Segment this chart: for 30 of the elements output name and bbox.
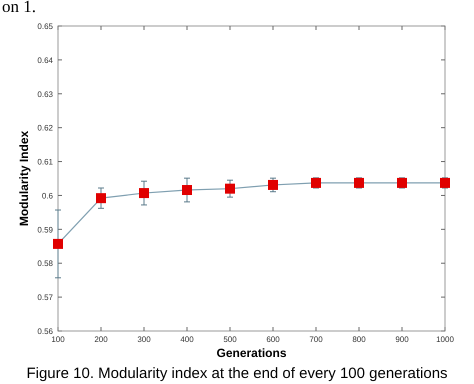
- x-axis-title: Generations: [216, 346, 287, 360]
- x-tick-label: 700: [309, 335, 324, 344]
- x-tick-label: 800: [352, 335, 366, 344]
- point: [96, 193, 106, 204]
- y-tick-label: 0.57: [37, 293, 54, 302]
- y-tick-label: 0.61: [37, 158, 54, 167]
- x-tick-label: 500: [223, 335, 238, 344]
- x-tick-label: 400: [180, 335, 194, 344]
- y-tick-label: 0.62: [37, 124, 54, 133]
- y-tick-label: 0.64: [37, 56, 54, 65]
- y-axis-title: Modularity Index: [17, 130, 31, 226]
- y-tick-label: 0.56: [37, 327, 54, 336]
- x-tick-label: 300: [137, 335, 152, 344]
- x-tick-label: 200: [94, 335, 108, 344]
- point: [182, 185, 192, 196]
- point: [53, 238, 63, 249]
- point: [139, 188, 149, 198]
- y-tick-label: 0.63: [37, 90, 54, 99]
- x-tick-label: 900: [395, 335, 410, 344]
- text: on 1.: [2, 0, 36, 16]
- y-tick-label: 0.6: [42, 191, 54, 200]
- caption: Figure 10. Modularity index at the end of every 100 generations: [26, 365, 448, 382]
- point: [225, 184, 235, 194]
- x-tick-label: 1000: [436, 335, 454, 344]
- point: [268, 180, 278, 190]
- y-tick-label: 0.65: [37, 22, 54, 31]
- x-tick-label: 100: [51, 335, 66, 344]
- y-tick-label: 0.59: [37, 225, 54, 234]
- x-tick-label: 600: [266, 335, 280, 344]
- y-tick-label: 0.58: [37, 259, 54, 268]
